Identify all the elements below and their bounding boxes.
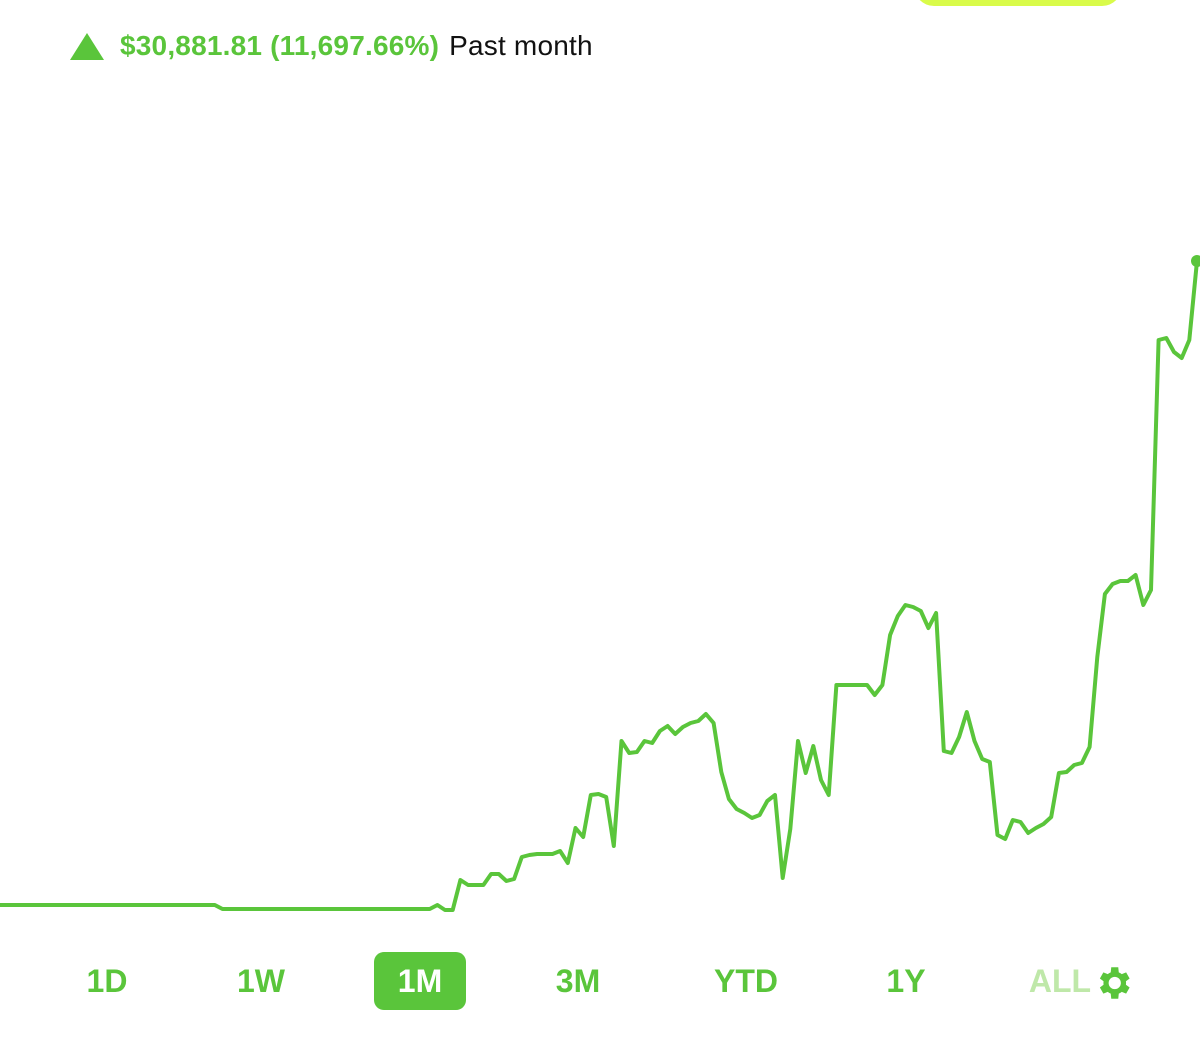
change-percent: (11,697.66%) bbox=[270, 30, 440, 61]
range-tab-3m[interactable]: 3M bbox=[555, 962, 601, 999]
gear-icon[interactable] bbox=[1092, 962, 1134, 1004]
range-tab-1w[interactable]: 1W bbox=[237, 962, 285, 999]
top-pill-button[interactable] bbox=[914, 0, 1122, 6]
triangle-up-icon bbox=[70, 32, 104, 60]
range-tab-1d[interactable]: 1D bbox=[86, 962, 128, 999]
period-label: Past month bbox=[449, 30, 593, 61]
range-tab-ytd[interactable]: YTD bbox=[714, 962, 778, 999]
range-tab-all[interactable]: ALL bbox=[1028, 962, 1092, 999]
range-tab-1y[interactable]: 1Y bbox=[886, 962, 926, 999]
last-point-marker bbox=[1191, 255, 1200, 267]
change-value: $30,881.81 bbox=[120, 30, 263, 61]
range-tabs: 1D 1W 1M 3M YTD 1Y ALL bbox=[0, 952, 1200, 1012]
change-summary: $30,881.81 (11,697.66%) Past month bbox=[70, 28, 593, 64]
series-line bbox=[0, 260, 1199, 912]
range-tab-1m[interactable]: 1M bbox=[374, 952, 466, 1010]
